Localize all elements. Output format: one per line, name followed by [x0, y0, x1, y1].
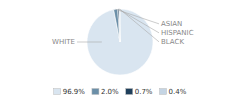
- slice-labels: WHITE ASIANHISPANICBLACK: [52, 9, 194, 46]
- pie-slice: [118, 9, 120, 42]
- pie-slice: [119, 9, 121, 42]
- legend-item: 0.7%: [126, 88, 153, 96]
- legend-label: 0.4%: [169, 88, 187, 96]
- legend-label: 0.7%: [135, 88, 153, 96]
- pie-slice: [114, 9, 120, 42]
- slice-label: HISPANIC: [161, 29, 194, 37]
- legend-item: 2.0%: [92, 88, 119, 96]
- slice-label: ASIAN: [161, 20, 182, 28]
- slice-label: BLACK: [161, 38, 184, 46]
- legend: 96.9% 2.0% 0.7% 0.4%: [54, 88, 187, 96]
- legend-label: 2.0%: [101, 88, 119, 96]
- legend-swatch: [126, 89, 133, 95]
- slice-label: WHITE: [52, 38, 75, 46]
- legend-swatch: [92, 89, 99, 95]
- leader-line: [118, 9, 159, 33]
- legend-swatch: [54, 89, 61, 95]
- legend-item: 0.4%: [160, 88, 187, 96]
- legend-swatch: [160, 89, 167, 95]
- chart: WHITE ASIANHISPANICBLACK 96.9% 2.0% 0.7% 0.4%: [0, 0, 240, 100]
- leader-line: [120, 9, 159, 42]
- legend-label: 96.9%: [63, 88, 86, 96]
- legend-item: 96.9%: [54, 88, 86, 96]
- leader-line: [77, 42, 102, 43]
